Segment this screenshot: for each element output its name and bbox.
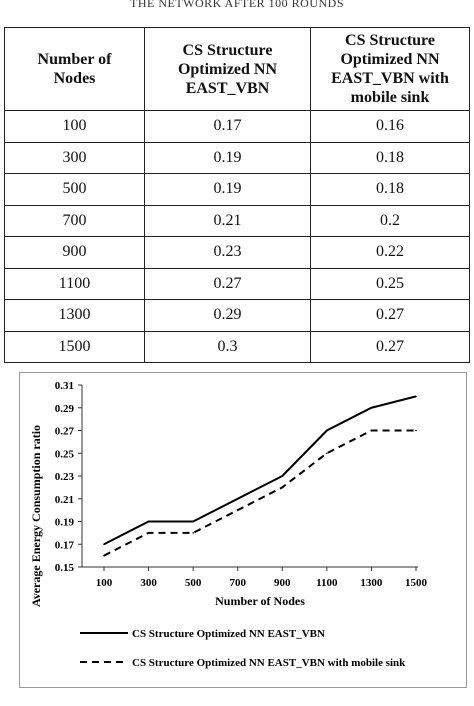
data-point (192, 520, 194, 523)
table-cell: 0.25 (310, 267, 470, 300)
table-body: 100 0.17 0.16 300 0.19 0.18 500 0.19 0.18 700 0.21… (4, 110, 470, 363)
column-header-line: CS Structure (182, 41, 273, 59)
table-cell: 0.19 (144, 141, 311, 174)
y-tick-label: 0.19 (55, 517, 75, 529)
y-tick-label: 0.31 (55, 380, 74, 392)
y-tick-label: 0.29 (55, 403, 75, 415)
y-axis-label: Average Energy Consumption ratio (29, 425, 43, 607)
data-point (326, 429, 328, 432)
table-cell: 0.23 (144, 236, 311, 269)
data-point (236, 497, 239, 500)
column-header-2: CS Structure Optimized NN EAST_VBN (144, 27, 311, 111)
table-cell: 1100 (4, 267, 145, 300)
table-cell: 1300 (4, 299, 145, 332)
table-cell: 700 (4, 204, 145, 237)
data-point (103, 543, 105, 546)
column-header-line: Nodes (53, 70, 96, 87)
table-cell: 300 (4, 141, 145, 174)
table-cell: 0.22 (310, 236, 470, 269)
series-line-2 (103, 429, 416, 557)
y-tick-label: 0.23 (55, 471, 75, 483)
data-point (192, 532, 194, 534)
x-tick-label: 1100 (316, 577, 338, 589)
table-row: 1100 0.27 0.25 (4, 267, 470, 300)
y-tick-label: 0.21 (55, 494, 74, 506)
data-point (236, 509, 239, 511)
table-cell: 900 (4, 236, 145, 269)
table-header-row: Number of Nodes CS Structure Optimized NN EA… (4, 27, 470, 111)
table-cell: 500 (4, 173, 145, 206)
table-row: 1300 0.29 0.27 (4, 299, 470, 332)
x-tick-label: 1300 (360, 577, 383, 589)
column-header-line: mobile sink (350, 89, 430, 106)
column-header-3: CS Structure Optimized NN EAST_VBN with mob… (310, 27, 470, 111)
table-cell: 0.19 (144, 173, 311, 206)
table-row: 1500 0.3 0.27 (4, 330, 470, 363)
table-row: 900 0.23 0.22 (4, 236, 470, 269)
data-point (415, 395, 417, 398)
table-row: 100 0.17 0.16 (4, 110, 470, 143)
x-tick-label: 300 (140, 577, 157, 589)
table-cell: 0.27 (144, 267, 311, 300)
table-cell: 0.27 (310, 299, 470, 332)
x-tick-label: 700 (229, 577, 246, 589)
table-cell: 0.16 (310, 110, 470, 143)
table-row: 300 0.19 0.18 (4, 141, 470, 174)
table-cell: 0.18 (310, 141, 470, 174)
data-point (370, 429, 373, 432)
column-header-line: Optimized NN (177, 60, 278, 78)
x-tick-label: 100 (96, 577, 113, 589)
line-chart-svg: 0.15 0.17 0.19 0.21 0.23 0.25 0.27 0.29 0.31 100 3… (29, 380, 428, 669)
legend-label-1: CS Structure Optimized NN EAST_VBN (132, 628, 325, 640)
data-point (326, 452, 328, 455)
y-tick-label: 0.27 (55, 426, 75, 438)
data-point (147, 520, 150, 523)
data-point (415, 429, 417, 432)
table-cell: 0.2 (310, 204, 470, 237)
column-header-1: Number of Nodes (4, 27, 145, 111)
data-point (370, 406, 373, 409)
table-cell: 1500 (4, 330, 145, 363)
data-point (147, 532, 150, 534)
x-axis-label: Number of Nodes (215, 594, 305, 608)
line-chart: 0.15 0.17 0.19 0.21 0.23 0.25 0.27 0.29 0.31 100 3… (19, 372, 467, 688)
column-header-line: CS Structure (345, 32, 435, 49)
table-caption: THE NETWORK AFTER 100 ROUNDS (130, 0, 344, 10)
table-cell: 0.27 (310, 330, 470, 363)
column-header-line: Number of (37, 51, 112, 68)
y-tick-label: 0.17 (55, 539, 75, 551)
column-header-line: Optimized NN (340, 51, 440, 68)
table-row: 700 0.21 0.2 (4, 204, 470, 237)
legend-label-2: CS Structure Optimized NN EAST_VBN with … (132, 657, 406, 669)
table-cell: 100 (4, 110, 145, 143)
series-line-1 (103, 395, 417, 546)
x-tick-label: 1500 (405, 577, 428, 589)
x-tick-label: 500 (185, 577, 202, 589)
data-point (281, 475, 284, 477)
data-point (281, 486, 284, 489)
y-tick-label: 0.25 (55, 448, 75, 460)
table-cell: 0.29 (144, 299, 311, 332)
column-header-line: EAST_VBN (185, 79, 270, 97)
table-cell: 0.21 (144, 204, 311, 237)
data-point (103, 554, 105, 557)
results-table: Number of Nodes CS Structure Optimized NN EA… (4, 27, 470, 363)
column-header-line: EAST_VBN with (331, 70, 449, 87)
table-row: 500 0.19 0.18 (4, 173, 470, 206)
table-cell: 0.3 (144, 330, 311, 363)
table-cell: 0.17 (144, 110, 311, 143)
table-cell: 0.18 (310, 173, 470, 206)
y-tick-label: 0.15 (55, 562, 75, 574)
x-tick-label: 900 (274, 577, 291, 589)
